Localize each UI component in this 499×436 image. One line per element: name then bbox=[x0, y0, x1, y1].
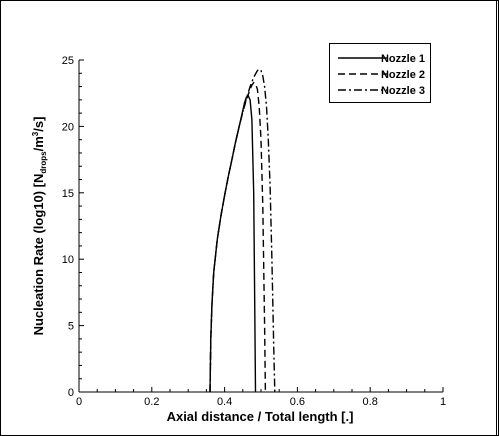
y-tick-label: 5 bbox=[68, 321, 74, 333]
x-axis-title: Axial distance / Total length [.] bbox=[167, 409, 354, 424]
y-axis-title-suffix: /s] bbox=[31, 117, 46, 132]
x-tick-label: 0 bbox=[76, 396, 82, 408]
x-tick-label: 0.2 bbox=[144, 396, 159, 408]
y-axis-title-subscript: drops bbox=[39, 151, 48, 174]
y-tick-label: 10 bbox=[62, 254, 74, 266]
x-tick-label: 0.8 bbox=[363, 396, 378, 408]
y-axis-title-prefix: Nucleation Rate (log10) [N bbox=[31, 174, 46, 336]
y-tick-label: 25 bbox=[62, 55, 74, 67]
series-layer bbox=[209, 68, 276, 393]
x-tick-label: 0.4 bbox=[217, 396, 232, 408]
legend-label-nozzle-1: Nozzle 1 bbox=[381, 53, 425, 65]
y-axis-title-mid: /m bbox=[31, 136, 46, 151]
y-axis-title: Nucleation Rate (log10) [Ndrops/m3/s] bbox=[31, 117, 48, 336]
x-tick-label: 1 bbox=[440, 396, 446, 408]
y-tick-label: 20 bbox=[62, 121, 74, 133]
legend-label-nozzle-2: Nozzle 2 bbox=[381, 69, 425, 81]
legend-box bbox=[329, 43, 431, 103]
legend: Nozzle 1 Nozzle 2 Nozzle 3 bbox=[329, 43, 431, 103]
x-tick-label: 0.6 bbox=[290, 396, 305, 408]
y-tick-label: 0 bbox=[68, 387, 74, 399]
legend-label-nozzle-3: Nozzle 3 bbox=[381, 85, 425, 97]
y-tick-label: 15 bbox=[62, 188, 74, 200]
y-axis-title-superscript: 3 bbox=[31, 131, 40, 136]
series-line-nozzle-3 bbox=[209, 68, 276, 393]
